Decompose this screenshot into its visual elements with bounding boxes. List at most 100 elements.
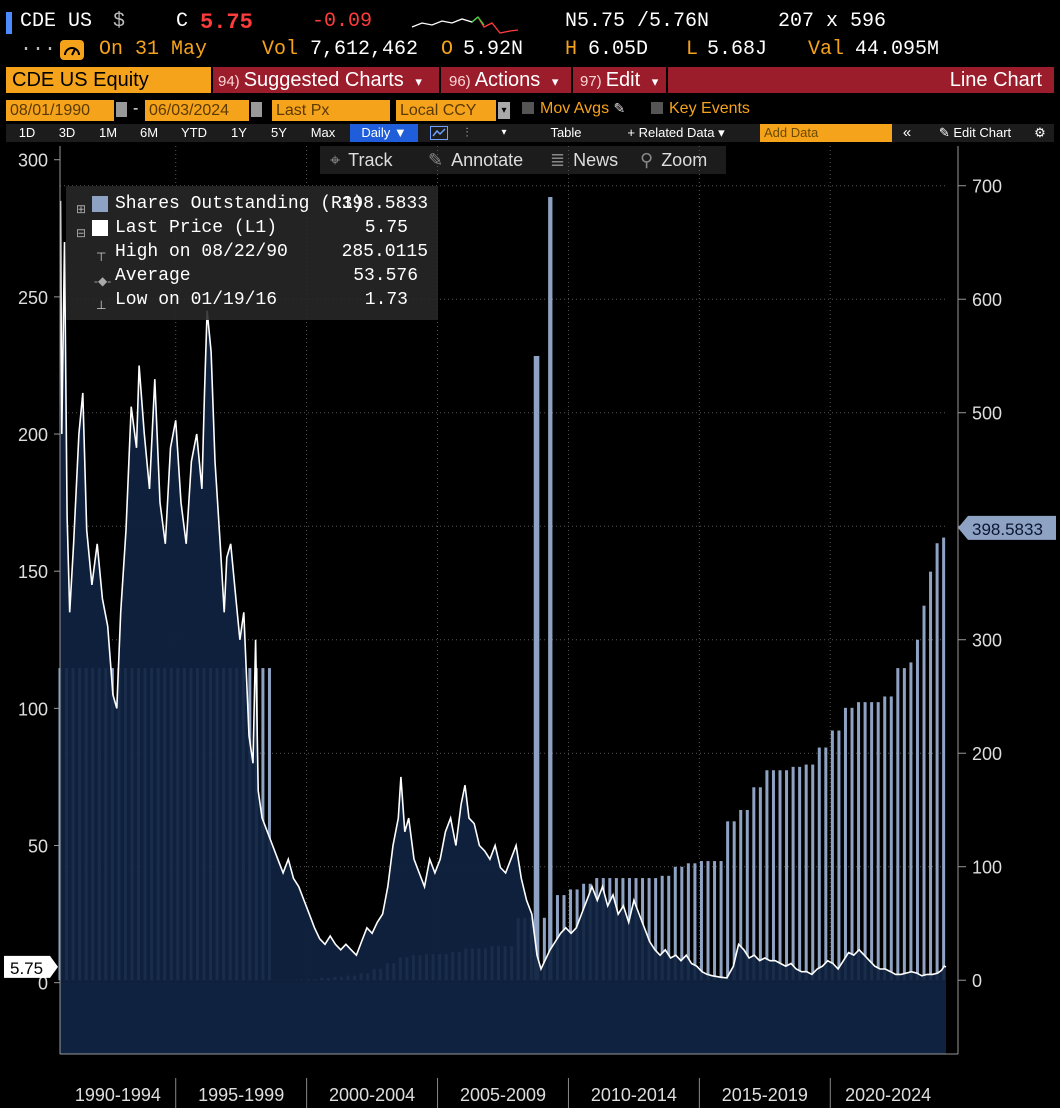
shares-bar (739, 809, 743, 981)
track-label: Track (348, 150, 393, 170)
bar-chart-icon[interactable]: ⫶ (465, 125, 469, 140)
period-ytd[interactable]: YTD (181, 125, 207, 140)
end-date-field[interactable]: 06/03/2024 (145, 100, 249, 121)
line-chart-icon[interactable] (426, 124, 452, 142)
actions-label: Actions (474, 69, 541, 91)
expand-icon: ⊞ (76, 202, 87, 216)
shares-bar (169, 668, 173, 981)
search-icon: ⚲ (640, 150, 654, 170)
chevron-down-icon[interactable]: ▾ (498, 102, 510, 119)
shares-bar (915, 639, 919, 981)
shares-bar (935, 543, 939, 981)
mov-avgs-toggle[interactable]: Mov Avgs ✎ (522, 100, 625, 122)
shares-bar (693, 863, 697, 981)
shares-bar (326, 977, 330, 981)
shares-bar (143, 668, 147, 981)
shares-bar (58, 668, 62, 981)
high-label: H (565, 38, 578, 61)
volume-value: 7,612,462 (310, 38, 419, 61)
shares-bar (405, 957, 409, 981)
period-5y[interactable]: 5Y (271, 125, 287, 140)
table-button[interactable]: Table (550, 125, 582, 140)
suggested-charts-menu[interactable]: 94) Suggested Charts ▾ (218, 67, 422, 93)
edit-chart-button[interactable]: ✎ Edit Chart (920, 124, 1030, 142)
related-data-button[interactable]: + Related Data ▾ (627, 125, 725, 140)
shares-bar (379, 968, 383, 981)
shares-bar (647, 878, 651, 981)
alert-icon[interactable] (60, 40, 84, 60)
shares-bar (438, 954, 442, 981)
shares-bar (699, 861, 703, 981)
shares-bar (758, 787, 762, 981)
calendar-icon[interactable] (116, 102, 127, 117)
legend-shares-row[interactable]: ⊞ Shares Outstanding (R1) 398.5833 (66, 192, 438, 216)
right-tick-label: 400 (972, 517, 1002, 537)
calendar-icon[interactable] (251, 102, 262, 117)
shares-bar (464, 948, 468, 981)
actions-menu[interactable]: 96) Actions ▾ (449, 67, 558, 93)
shares-bar (267, 668, 271, 981)
legend-high-value: 285.0115 (341, 242, 428, 262)
annotate-label: Annotate (451, 150, 524, 170)
shares-bar (294, 979, 298, 981)
shares-bar (804, 764, 808, 981)
right-tick-label: 700 (972, 177, 1002, 197)
right-tick-label: 300 (972, 631, 1002, 651)
security-field[interactable]: CDE US Equity (6, 67, 211, 93)
shares-bar (732, 821, 736, 981)
period-1m[interactable]: 1M (98, 125, 118, 140)
shares-bar (117, 668, 121, 981)
shares-bar (542, 917, 546, 981)
add-data-input[interactable]: Add Data (760, 124, 892, 142)
shares-bar (78, 668, 82, 981)
legend-high-label: High on 08/22/90 (115, 242, 288, 262)
shares-bar (798, 766, 802, 981)
shares-bar (418, 955, 422, 981)
shares-bar (444, 954, 448, 981)
menu-bar: CDE US Equity 94) Suggested Charts ▾ 96) A… (6, 67, 1054, 93)
shares-bar (156, 668, 160, 981)
shares-bar (516, 917, 520, 981)
shares-bar (843, 707, 847, 981)
left-tick-label: 300 (18, 151, 48, 171)
frequency-dropdown[interactable]: Daily ▼ (350, 124, 418, 142)
shares-bar (595, 878, 599, 981)
bid-ask-size: 207 x 596 (778, 10, 887, 33)
shares-bar (497, 946, 501, 981)
legend-average-row: -◆- Average 53.576 (66, 264, 438, 288)
currency-selector[interactable]: Local CCY (396, 100, 496, 121)
zoom-button[interactable]: ⚲ Zoom (640, 146, 707, 174)
gear-icon[interactable]: ⚙ (1034, 125, 1046, 140)
period-1d[interactable]: 1D (18, 125, 36, 140)
shares-bar (876, 702, 880, 981)
left-tick-label: 0 (38, 974, 48, 994)
value-value: 44.095M (855, 38, 940, 61)
shares-bar (857, 702, 861, 981)
key-events-toggle[interactable]: Key Events (651, 100, 750, 122)
shares-bar (346, 975, 350, 981)
shares-bar (588, 883, 592, 981)
chart-tools-bar: ⌖ Track ✎ Annotate ≣ News ⚲ Zoom (320, 146, 726, 174)
shares-bar (457, 951, 461, 981)
news-button[interactable]: ≣ News (550, 146, 618, 174)
shares-bar (189, 668, 193, 981)
shares-bar (870, 702, 874, 981)
shares-bar (320, 977, 324, 981)
legend-low-value: 1.73 (364, 290, 408, 310)
period-3d[interactable]: 3D (58, 125, 76, 140)
legend-price-row[interactable]: ⊟ Last Price (L1) 5.75 (66, 216, 438, 240)
start-date-field[interactable]: 08/01/1990 (6, 100, 114, 121)
annotate-button[interactable]: ✎ Annotate (428, 146, 523, 174)
security-marker (6, 12, 12, 34)
shares-bar (222, 668, 226, 981)
period-max[interactable]: Max (310, 125, 336, 140)
edit-menu[interactable]: 97) Edit ▾ (580, 67, 658, 93)
track-button[interactable]: ⌖ Track (330, 146, 392, 174)
left-tick-label: 250 (18, 288, 48, 308)
period-6m[interactable]: 6M (139, 125, 159, 140)
chevron-down-icon[interactable]: ▾ (501, 127, 507, 138)
collapse-icon[interactable]: « (902, 124, 912, 141)
field-selector[interactable]: Last Px (272, 100, 390, 121)
period-1y[interactable]: 1Y (231, 125, 247, 140)
menu-divider (211, 67, 213, 93)
